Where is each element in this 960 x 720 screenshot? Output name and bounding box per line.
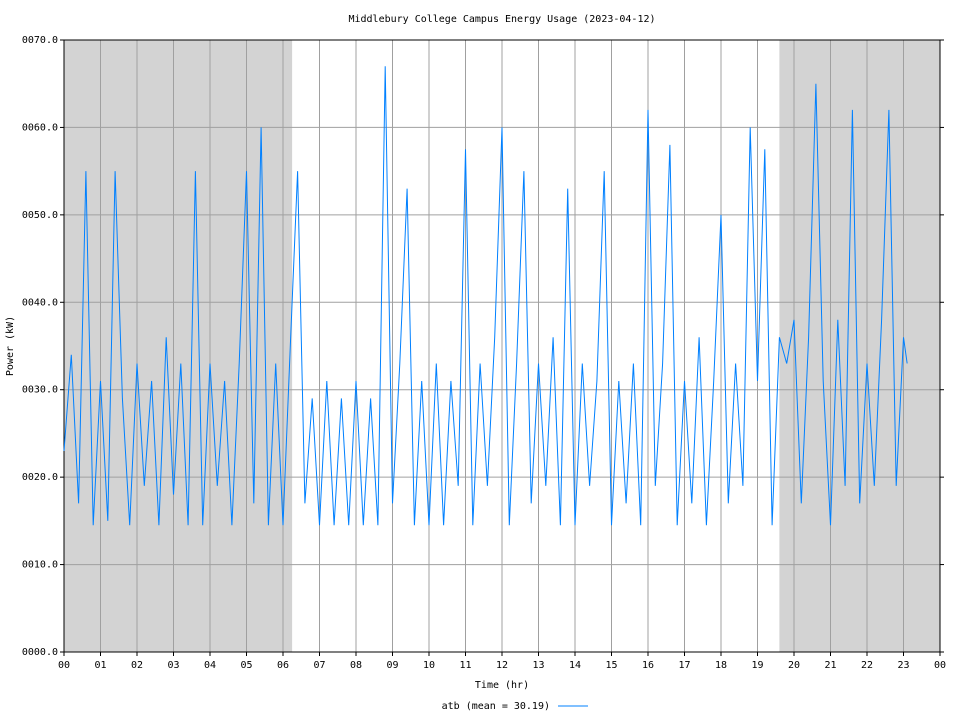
x-tick-label: 20: [788, 660, 800, 671]
x-tick-label: 05: [240, 660, 252, 671]
x-tick-label: 22: [861, 660, 873, 671]
x-tick-label: 14: [569, 660, 581, 671]
x-tick-label: 08: [350, 660, 362, 671]
y-tick-label: 0000.0: [22, 647, 58, 658]
x-tick-label: 10: [423, 660, 435, 671]
x-tick-label: 16: [642, 660, 654, 671]
x-tick-label: 04: [204, 660, 216, 671]
chart-title: Middlebury College Campus Energy Usage (…: [348, 14, 655, 25]
plot-frame: [63, 39, 941, 653]
x-tick-label: 03: [167, 660, 179, 671]
y-axis-label: Power (kW): [5, 316, 16, 376]
x-tick-label: 18: [715, 660, 727, 671]
x-tick-label: 11: [459, 660, 471, 671]
y-tick-label: 0010.0: [22, 560, 58, 571]
x-tick-label: 00: [934, 660, 946, 671]
y-tick-label: 0070.0: [22, 35, 58, 46]
x-tick-label: 01: [94, 660, 106, 671]
y-tick-label: 0030.0: [22, 385, 58, 396]
x-tick-label: 23: [897, 660, 909, 671]
y-tick-label: 0060.0: [22, 122, 58, 133]
x-tick-label: 00: [58, 660, 70, 671]
x-tick-label: 13: [532, 660, 544, 671]
night-shade: [779, 40, 940, 652]
x-tick-label: 19: [751, 660, 763, 671]
legend-label: atb (mean = 30.19): [442, 701, 550, 712]
x-tick-label: 07: [313, 660, 325, 671]
night-shade: [64, 40, 293, 652]
series-line: [63, 66, 908, 526]
x-tick-label: 02: [131, 660, 143, 671]
x-tick-label: 21: [824, 660, 836, 671]
x-tick-label: 09: [386, 660, 398, 671]
y-tick-label: 0050.0: [22, 210, 58, 221]
x-tick-label: 12: [496, 660, 508, 671]
y-tick-label: 0020.0: [22, 472, 58, 483]
x-tick-label: 15: [605, 660, 617, 671]
y-tick-label: 0040.0: [22, 297, 58, 308]
x-tick-label: 17: [678, 660, 690, 671]
x-tick-label: 06: [277, 660, 289, 671]
x-axis-label: Time (hr): [475, 680, 529, 691]
